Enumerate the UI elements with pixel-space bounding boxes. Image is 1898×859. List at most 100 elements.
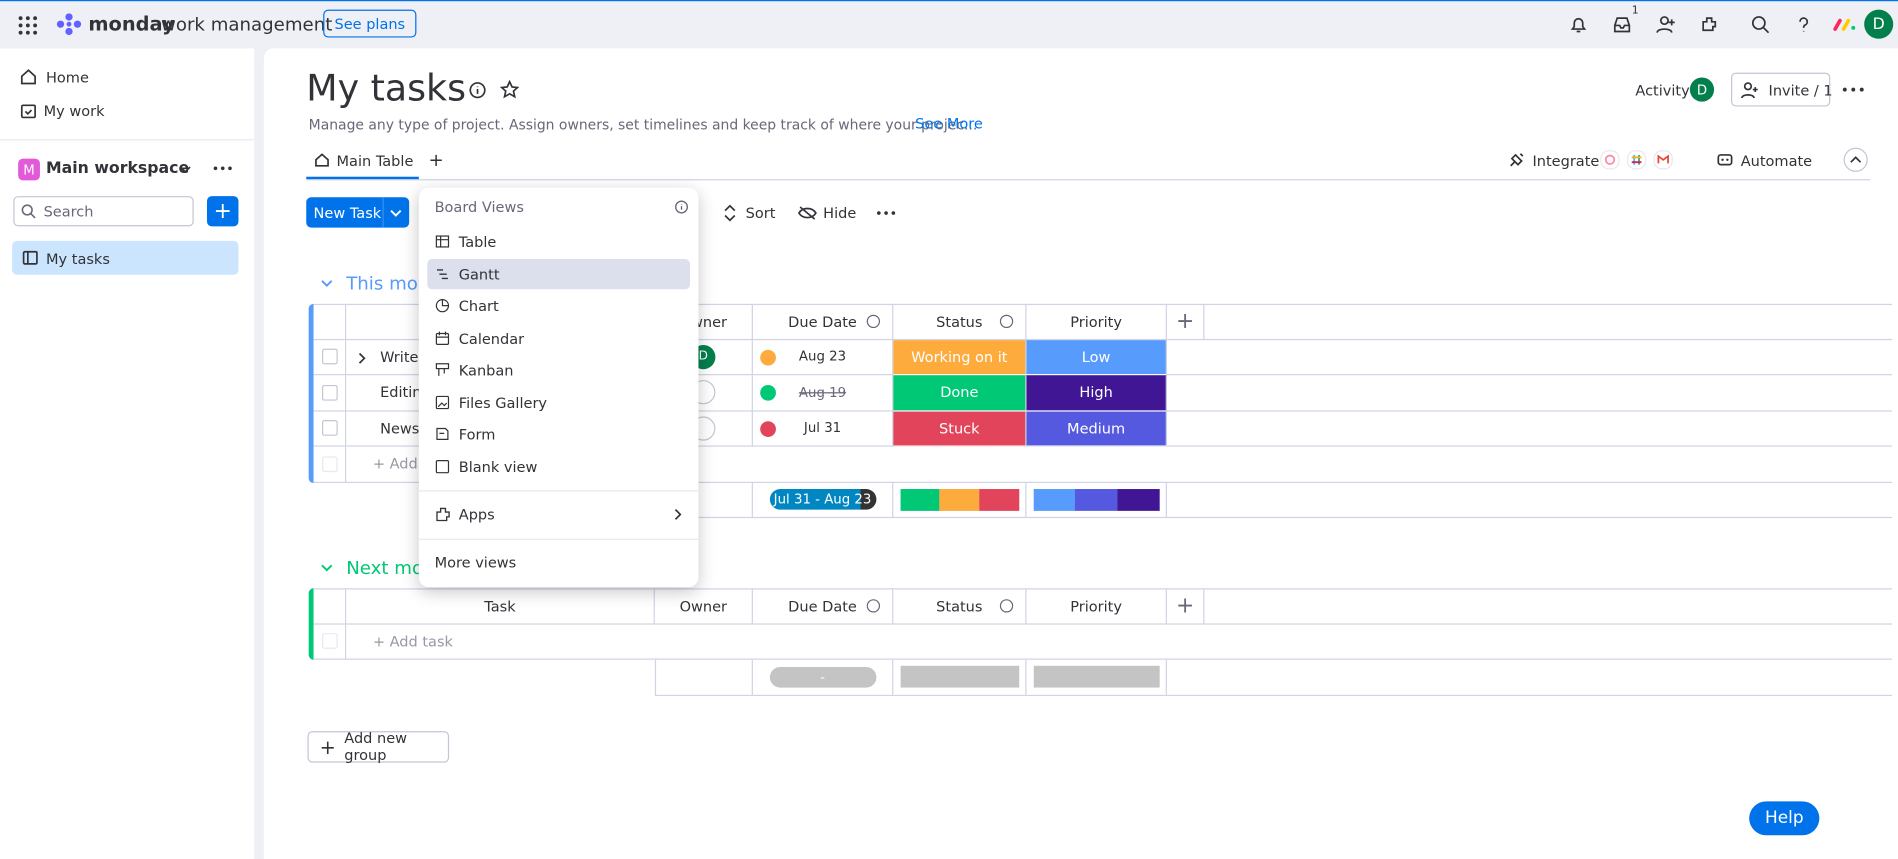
nav-item[interactable]: Home bbox=[45, 68, 89, 86]
workspace-name[interactable]: Main workspace bbox=[45, 159, 190, 178]
integrations-icon[interactable] bbox=[1700, 15, 1719, 34]
row-checkbox[interactable] bbox=[321, 420, 338, 437]
activity-avatar-initial: D bbox=[1696, 81, 1708, 98]
hide-icon bbox=[797, 206, 817, 220]
divider bbox=[0, 139, 255, 141]
integrate-label[interactable]: Integrate bbox=[1532, 152, 1600, 170]
workspace-menu[interactable] bbox=[213, 165, 232, 172]
board-icon bbox=[22, 250, 38, 265]
priority-cell[interactable]: Low bbox=[1026, 339, 1167, 376]
invite-icon[interactable] bbox=[1656, 15, 1675, 34]
workspace-icon: M bbox=[18, 158, 40, 181]
add-group-button[interactable]: + Add new group bbox=[307, 730, 450, 764]
favorite-icon[interactable] bbox=[499, 79, 520, 99]
status-cell[interactable]: Done bbox=[893, 375, 1027, 411]
row-extension bbox=[1166, 340, 1893, 376]
view-item[interactable]: Chart bbox=[458, 297, 499, 315]
row-checkbox bbox=[321, 633, 338, 650]
add-task[interactable]: + Add task bbox=[372, 632, 453, 650]
inbox-badge: 1 bbox=[1631, 4, 1639, 17]
invite-button[interactable] bbox=[1731, 72, 1831, 107]
column-header-label: Owner bbox=[679, 597, 728, 615]
summary-timeline-cell: Jul 31 - Aug 23 bbox=[752, 482, 894, 519]
column-info bbox=[999, 314, 1014, 329]
home-icon bbox=[20, 69, 36, 85]
search-icon[interactable] bbox=[1750, 15, 1770, 34]
add-view[interactable]: + bbox=[428, 148, 444, 171]
views-info-icon[interactable] bbox=[674, 200, 689, 215]
distribution-bar bbox=[1033, 666, 1160, 688]
see-more-link[interactable]: See More bbox=[915, 114, 983, 132]
workspace-chevron[interactable] bbox=[178, 162, 193, 177]
new-task-chevron[interactable] bbox=[389, 206, 404, 221]
task-name: Write bbox=[380, 348, 419, 366]
view-item[interactable]: Kanban bbox=[458, 361, 514, 379]
views-menu-title: Board Views bbox=[434, 198, 524, 216]
add-column[interactable]: + bbox=[1166, 588, 1205, 625]
top-bar bbox=[0, 0, 1898, 50]
row-checkbox[interactable] bbox=[321, 384, 338, 401]
automate-label[interactable]: Automate bbox=[1740, 152, 1813, 170]
nav-item[interactable]: My work bbox=[43, 102, 105, 120]
column-header-label: Due Date bbox=[788, 597, 857, 615]
due-date: Aug 23 bbox=[798, 348, 847, 365]
help-icon[interactable] bbox=[1794, 15, 1813, 34]
tab[interactable]: Main Table bbox=[336, 152, 414, 170]
toolbar-menu[interactable] bbox=[876, 209, 896, 216]
status-cell[interactable]: Working on it bbox=[893, 339, 1027, 376]
row-checkbox[interactable] bbox=[321, 348, 338, 365]
info-icon[interactable] bbox=[468, 81, 486, 99]
workspace-initial: M bbox=[23, 161, 35, 178]
priority-cell[interactable]: Medium bbox=[1026, 410, 1167, 447]
status-label: Working on it bbox=[911, 348, 1008, 366]
column-header: Status bbox=[893, 588, 1027, 625]
view-item[interactable]: Files Gallery bbox=[458, 394, 548, 411]
summary-distribution-cell bbox=[893, 482, 1027, 519]
board-item[interactable]: My tasks bbox=[45, 250, 110, 268]
view-icon bbox=[435, 331, 450, 345]
view-item[interactable]: Gantt bbox=[458, 265, 500, 283]
notifications-icon[interactable] bbox=[1569, 15, 1588, 34]
integration-logo bbox=[1653, 150, 1673, 170]
collapse-button[interactable] bbox=[1843, 147, 1868, 172]
board-menu[interactable] bbox=[1842, 86, 1864, 93]
priority-cell[interactable]: High bbox=[1026, 375, 1167, 411]
summary-extension bbox=[1166, 482, 1893, 519]
help-button[interactable]: Help bbox=[1749, 801, 1820, 836]
column-header-label: Status bbox=[936, 597, 983, 615]
hide-label[interactable]: Hide bbox=[823, 204, 857, 222]
apps-menu-item[interactable]: Apps bbox=[458, 505, 495, 523]
inbox-icon[interactable] bbox=[1612, 15, 1631, 34]
my-work-icon bbox=[20, 104, 36, 119]
row-extension bbox=[1166, 411, 1893, 447]
add-row-checkbox-cell bbox=[313, 624, 347, 660]
user-avatar-initial: D bbox=[1872, 15, 1885, 34]
view-item[interactable]: Form bbox=[458, 426, 496, 444]
add-button[interactable]: + bbox=[206, 196, 239, 227]
expand-icon bbox=[358, 352, 366, 364]
column-header: Due Date bbox=[752, 588, 894, 625]
activity-label[interactable]: Activity bbox=[1635, 82, 1690, 100]
sort-label[interactable]: Sort bbox=[745, 204, 776, 222]
summary-distribution-cell bbox=[1026, 482, 1167, 519]
group-title[interactable]: This mo bbox=[346, 272, 418, 295]
search-box[interactable] bbox=[13, 196, 194, 227]
product-switcher[interactable] bbox=[1833, 17, 1857, 32]
view-icon bbox=[435, 459, 450, 473]
view-item[interactable]: Table bbox=[458, 233, 497, 251]
status-cell[interactable]: Stuck bbox=[893, 410, 1027, 447]
see-plans-button[interactable]: See plans bbox=[323, 9, 417, 38]
user-avatar[interactable]: D bbox=[1864, 9, 1894, 39]
board-item-bg[interactable] bbox=[12, 240, 239, 275]
view-icon bbox=[436, 427, 449, 441]
view-item[interactable]: Calendar bbox=[458, 329, 525, 347]
logo bbox=[56, 13, 82, 36]
group-title[interactable]: Next mo bbox=[346, 556, 424, 579]
view-icon bbox=[435, 363, 450, 376]
view-item[interactable]: Blank view bbox=[458, 458, 538, 476]
more-views[interactable]: More views bbox=[434, 554, 517, 572]
views-item-highlight bbox=[427, 258, 690, 289]
add-column[interactable]: + bbox=[1166, 303, 1205, 340]
task-name: Editin bbox=[380, 384, 422, 401]
apps-icon[interactable] bbox=[17, 15, 39, 37]
